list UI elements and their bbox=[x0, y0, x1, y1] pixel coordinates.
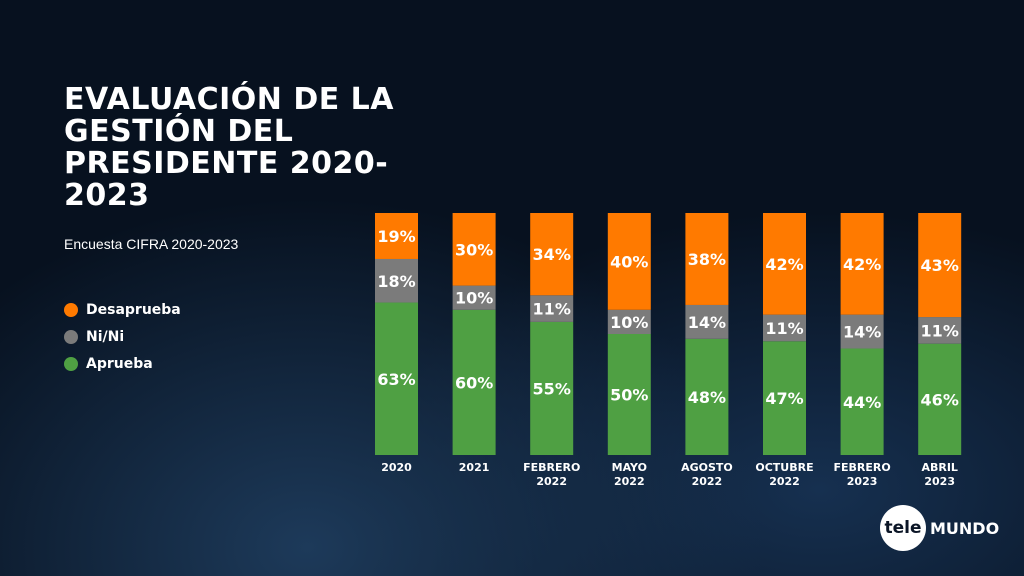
x-tick-label: MAYO bbox=[612, 461, 647, 474]
bar-ni-ni bbox=[530, 295, 574, 322]
bar-ni-ni bbox=[763, 314, 806, 342]
legend: Desaprueba Ni/Ni Aprueba bbox=[64, 296, 181, 377]
bar-desaprueba bbox=[918, 213, 962, 318]
x-tick-label: 2022 bbox=[769, 475, 800, 488]
legend-item: Aprueba bbox=[64, 350, 181, 377]
bar-desaprueba bbox=[375, 213, 418, 259]
data-label: 50% bbox=[610, 386, 648, 405]
data-label: 42% bbox=[765, 255, 803, 274]
data-label: 38% bbox=[688, 250, 726, 269]
legend-swatch bbox=[64, 356, 78, 371]
data-label: 10% bbox=[610, 313, 648, 332]
x-tick-label: 2023 bbox=[924, 475, 955, 488]
bar-aprueba bbox=[530, 321, 574, 455]
data-label: 11% bbox=[533, 300, 571, 319]
data-label: 10% bbox=[455, 289, 493, 308]
logo-circle: tele bbox=[880, 505, 926, 551]
x-tick-label: FEBRERO bbox=[523, 461, 580, 474]
logo-text: MUNDO bbox=[930, 518, 1000, 538]
legend-swatch bbox=[64, 329, 78, 344]
x-tick-label: ABRIL bbox=[921, 461, 957, 474]
bar-aprueba bbox=[840, 348, 884, 455]
bar-ni-ni bbox=[375, 258, 418, 303]
data-label: 44% bbox=[843, 393, 881, 412]
bar-aprueba bbox=[607, 334, 651, 455]
bar-ni-ni bbox=[840, 314, 884, 349]
data-label: 48% bbox=[688, 388, 726, 407]
data-label: 60% bbox=[455, 373, 493, 392]
data-label: 14% bbox=[688, 313, 726, 332]
bar-ni-ni bbox=[685, 304, 729, 339]
bar-aprueba bbox=[685, 338, 729, 455]
bar-ni-ni bbox=[452, 285, 496, 310]
legend-item: Desaprueba bbox=[64, 296, 181, 323]
bar-desaprueba bbox=[530, 213, 574, 296]
data-label: 34% bbox=[533, 245, 571, 264]
legend-label: Aprueba bbox=[86, 355, 153, 372]
data-label: 46% bbox=[921, 390, 959, 409]
data-label: 63% bbox=[377, 370, 415, 389]
x-tick-label: 2020 bbox=[381, 461, 412, 474]
legend-label: Ni/Ni bbox=[86, 328, 125, 345]
x-tick-label: FEBRERO bbox=[833, 461, 890, 474]
bar-ni-ni bbox=[918, 317, 962, 344]
bar-aprueba bbox=[763, 341, 806, 455]
x-tick-label: 2022 bbox=[692, 475, 723, 488]
legend-item: Ni/Ni bbox=[64, 323, 181, 350]
data-label: 14% bbox=[843, 323, 881, 342]
x-tick-label: 2023 bbox=[847, 475, 878, 488]
x-tick-label: 2022 bbox=[614, 475, 645, 488]
bar-ni-ni bbox=[607, 309, 651, 334]
data-label: 55% bbox=[533, 379, 571, 398]
bar-desaprueba bbox=[452, 213, 496, 286]
data-label: 42% bbox=[843, 255, 881, 274]
data-label: 30% bbox=[455, 240, 493, 259]
data-label: 43% bbox=[921, 256, 959, 275]
bar-desaprueba bbox=[685, 213, 729, 305]
legend-label: Desaprueba bbox=[86, 301, 181, 318]
legend-swatch bbox=[64, 302, 78, 317]
x-tick-label: OCTUBRE bbox=[755, 461, 813, 474]
data-label: 11% bbox=[765, 319, 803, 338]
data-label: 11% bbox=[921, 321, 959, 340]
bar-aprueba bbox=[452, 309, 496, 455]
bar-desaprueba bbox=[763, 213, 806, 315]
data-label: 19% bbox=[377, 227, 415, 246]
bar-aprueba bbox=[918, 343, 962, 455]
data-label: 18% bbox=[377, 272, 415, 291]
x-tick-label: 2022 bbox=[536, 475, 567, 488]
bar-desaprueba bbox=[607, 213, 651, 310]
data-label: 40% bbox=[610, 252, 648, 271]
x-tick-label: 2021 bbox=[459, 461, 490, 474]
x-tick-label: AGOSTO bbox=[681, 461, 733, 474]
bar-aprueba bbox=[375, 302, 418, 455]
data-label: 47% bbox=[765, 389, 803, 408]
bar-desaprueba bbox=[840, 213, 884, 315]
chart-title: EVALUACIÓN DE LA GESTIÓN DEL PRESIDENTE … bbox=[64, 82, 395, 213]
telemundo-logo: tele MUNDO bbox=[880, 505, 999, 551]
chart-subtitle: Encuesta CIFRA 2020-2023 bbox=[64, 236, 239, 252]
